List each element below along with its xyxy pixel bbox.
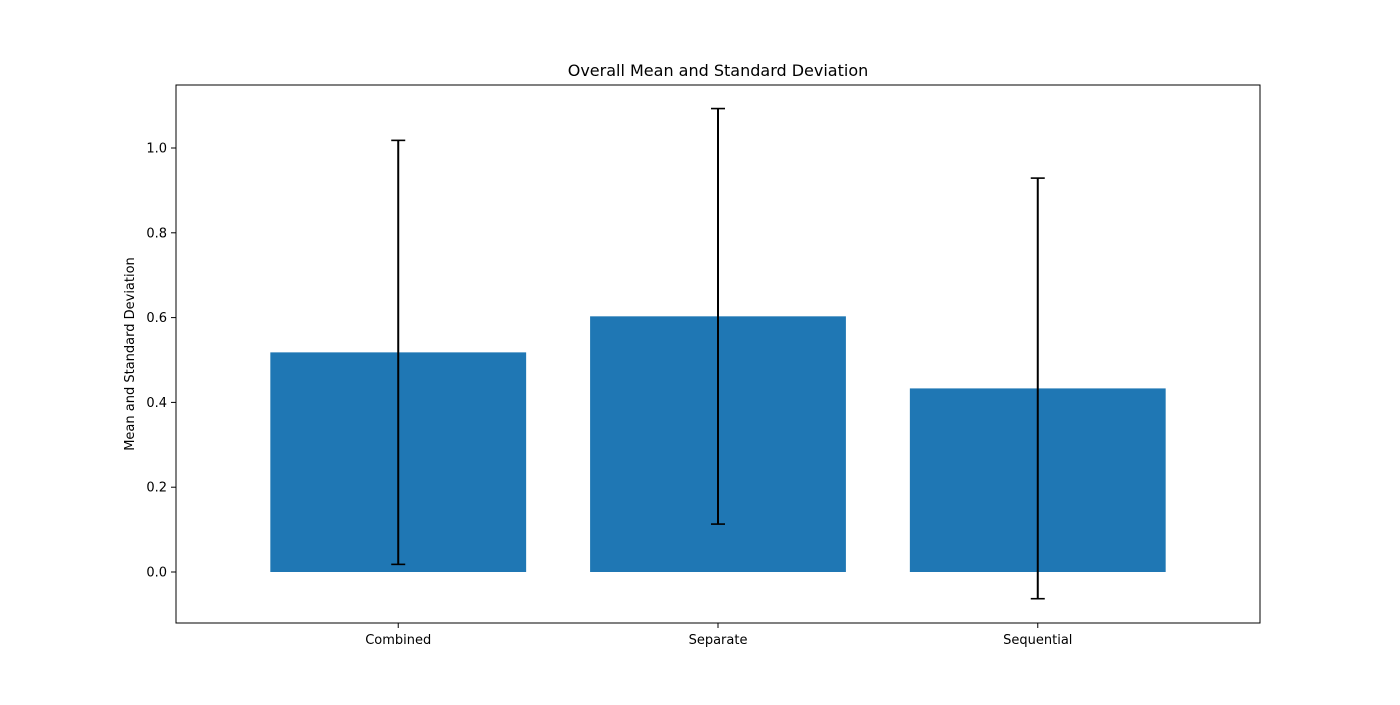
y-tick-label: 0.6 xyxy=(146,311,167,326)
plot-area: 0.0 0.2 0.4 0.6 0.8 1.0 Combined Separate Sequen… xyxy=(146,84,1261,648)
y-tick-label: 0.0 xyxy=(146,566,167,581)
y-tick-label: 0.4 xyxy=(146,396,167,411)
chart-title: Overall Mean and Standard Deviation xyxy=(568,61,869,80)
y-tick-label: 0.8 xyxy=(146,226,167,241)
y-axis-label: Mean and Standard Deviation xyxy=(123,257,138,451)
x-tick-label: Sequential xyxy=(1003,633,1072,648)
y-tick-label: 1.0 xyxy=(146,142,167,157)
y-tick-label: 0.2 xyxy=(146,481,167,496)
x-tick-label: Separate xyxy=(689,633,748,648)
x-tick-label: Combined xyxy=(365,633,431,648)
